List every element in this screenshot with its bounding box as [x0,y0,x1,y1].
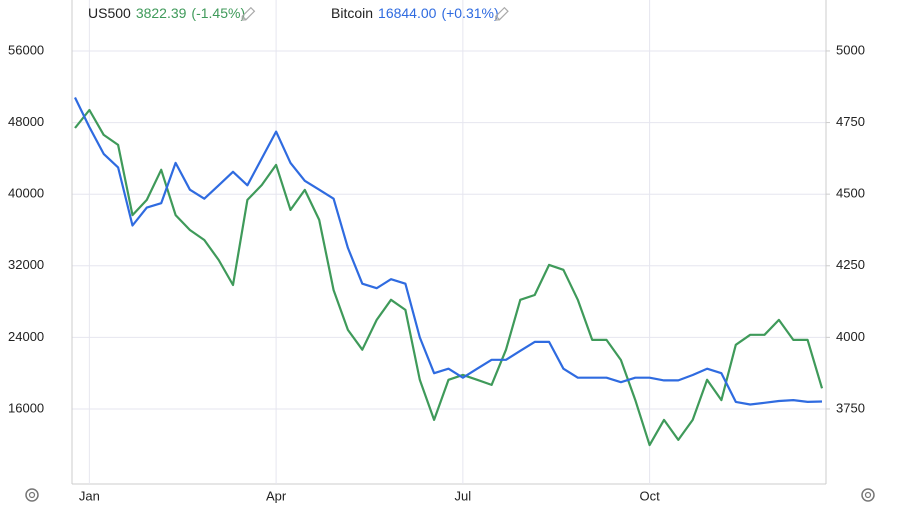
y-tick-label: 40000 [8,186,44,201]
x-tick-label: Oct [639,488,660,503]
x-tick-label: Jan [79,488,100,503]
x-tick-label: Jul [455,488,472,503]
legend-entry: Bitcoin 16844.00 (+0.31%) [331,5,499,21]
series-line [74,97,823,406]
y-tick-label: 48000 [8,114,44,129]
y2-tick-label: 4500 [836,186,865,201]
legend-name: Bitcoin [331,5,373,21]
y-tick-label: 24000 [8,329,44,344]
gear-hub [28,491,36,499]
x-tick-label: Apr [266,488,287,503]
legend-name: US500 [88,5,131,21]
y2-tick-label: 5000 [836,42,865,57]
legend-change: (-1.45%) [191,5,245,21]
y2-tick-label: 4750 [836,114,865,129]
pencil-body [241,6,256,21]
settings-icon-right[interactable] [861,488,875,502]
edit-icon[interactable] [240,6,256,22]
y-tick-label: 16000 [8,400,44,415]
settings-icon-left[interactable] [25,488,39,502]
gear [25,488,39,502]
pencil-tip [494,16,500,21]
gear [861,488,875,502]
pencil-body [495,6,509,21]
series-line [74,108,824,447]
y-tick-label: 56000 [8,42,44,57]
y-tick-label: 32000 [8,257,44,272]
legend-change: (+0.31%) [441,5,498,21]
y2-tick-label: 4000 [836,329,865,344]
gear-hub [864,491,872,499]
legend-last-value: 3822.39 [136,5,187,21]
legend-entry: US500 3822.39 (-1.45%) [88,5,245,21]
pencil-tip [241,16,246,21]
y2-tick-label: 4250 [836,257,865,272]
y2-tick-label: 3750 [836,400,865,415]
edit-icon[interactable] [494,6,509,22]
legend-last-value: 16844.00 [378,5,437,21]
